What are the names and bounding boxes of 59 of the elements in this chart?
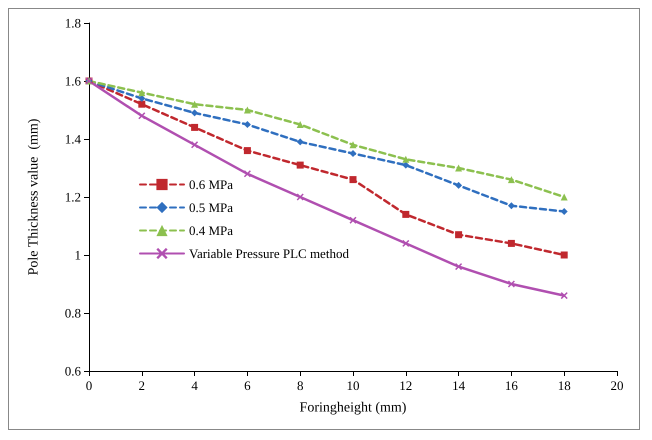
x-tick-label: 10 (346, 378, 360, 393)
x-tick-label: 12 (399, 378, 412, 393)
point (296, 121, 304, 128)
point (560, 252, 568, 258)
point (350, 176, 356, 184)
y-tick-label: 1.6 (64, 74, 82, 88)
legend-label: 0.5 MPa (189, 200, 234, 215)
y-tick-label: 1.8 (64, 16, 81, 30)
point (296, 194, 304, 200)
point (244, 106, 251, 114)
point (138, 112, 146, 120)
point (296, 138, 304, 146)
point (191, 141, 198, 148)
point (508, 202, 515, 210)
point (455, 182, 462, 189)
x-tick-label: 6 (244, 378, 252, 393)
point (402, 162, 410, 169)
point (560, 292, 568, 300)
x-tick-label: 2 (138, 378, 146, 393)
y-tick-label: 1.2 (64, 190, 81, 204)
point (244, 121, 251, 128)
point (350, 150, 356, 157)
point (402, 240, 410, 247)
point (138, 100, 146, 108)
point (455, 231, 462, 238)
y-tick-label: 0.8 (64, 306, 81, 320)
x-tick-label: 16 (504, 378, 518, 393)
legend-label: 0.4 MPa (189, 223, 234, 238)
point (244, 147, 251, 154)
point (508, 176, 515, 184)
point (191, 109, 198, 116)
point (402, 210, 410, 218)
point (560, 208, 568, 215)
y-tick-label: 1 (74, 248, 81, 262)
y-axis-title: Pole Thickness value (mm) (26, 118, 42, 276)
point (508, 280, 515, 288)
point (455, 263, 462, 270)
point (350, 141, 356, 148)
point (296, 162, 304, 169)
point (138, 89, 146, 96)
x-tick-label: 20 (610, 378, 624, 393)
point (402, 156, 410, 163)
x-axis-title: Foringheight (mm) (300, 400, 407, 416)
point (560, 194, 568, 200)
y-tick-label: 1.4 (64, 132, 82, 146)
x-tick-label: 0 (86, 378, 92, 393)
point (350, 216, 356, 224)
point (455, 164, 462, 172)
x-tick-label: 14 (452, 378, 466, 393)
point (244, 170, 251, 178)
x-tick-label: 8 (296, 378, 304, 393)
legend-label: 0.6 MPa (189, 177, 234, 192)
x-tick-label: 18 (558, 378, 571, 393)
y-tick-label: 0.6 (64, 364, 82, 378)
point (191, 124, 198, 131)
point (508, 240, 515, 247)
legend-label: Variable Pressure PLC method (189, 246, 350, 261)
point (191, 100, 198, 108)
x-tick-label: 4 (191, 378, 198, 393)
